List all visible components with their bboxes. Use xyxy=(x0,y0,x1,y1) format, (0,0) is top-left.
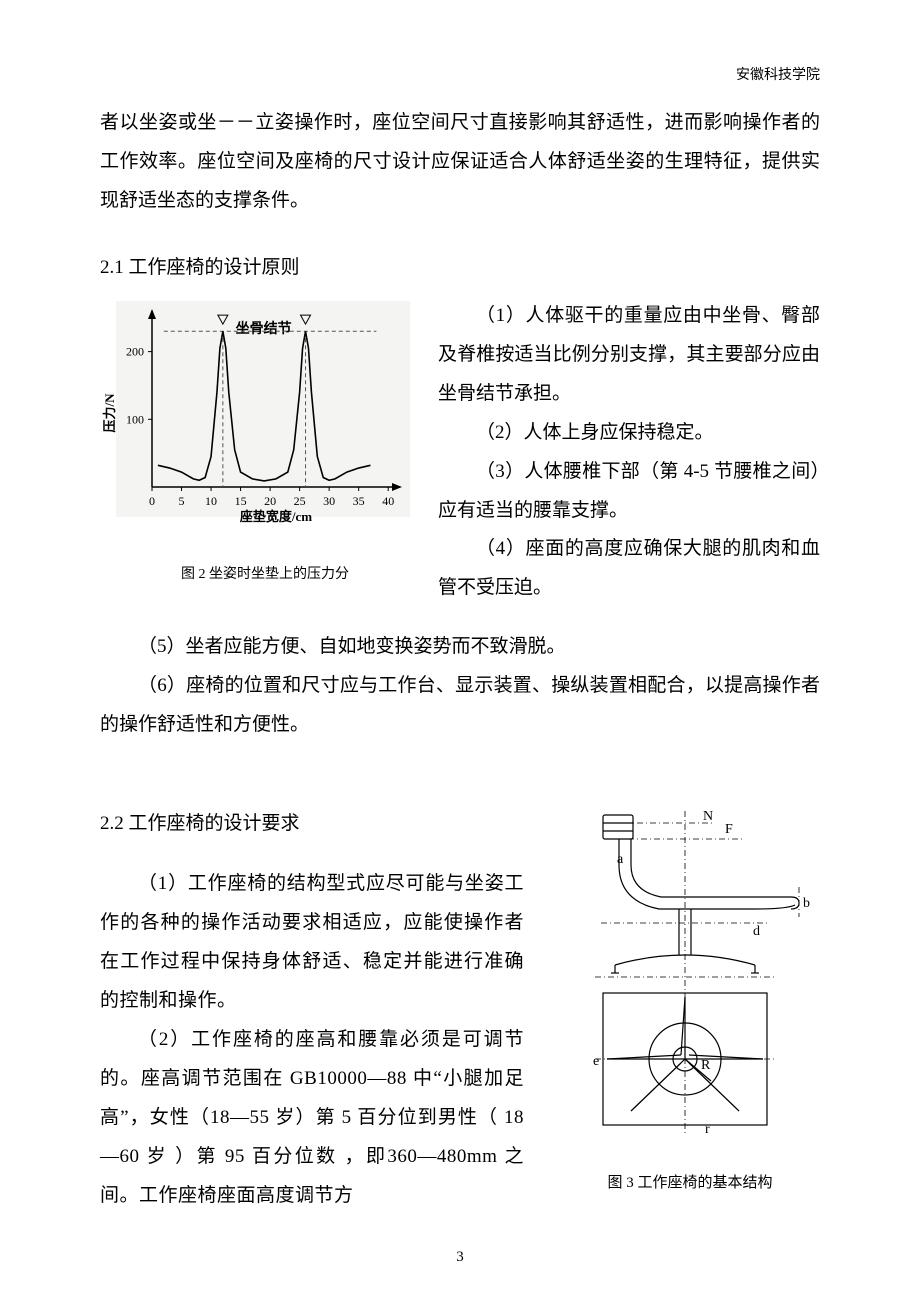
section-2-2-heading: 2.2 工作座椅的设计要求 xyxy=(100,805,524,843)
svg-text:r: r xyxy=(705,1122,710,1137)
svg-text:35: 35 xyxy=(353,494,365,508)
svg-text:e: e xyxy=(593,1054,599,1069)
svg-text:40: 40 xyxy=(382,494,394,508)
section-2-2-text: 2.2 工作座椅的设计要求 （1）工作座椅的结构型式应尽可能与坐姿工作的各种的操… xyxy=(100,805,550,1215)
page: 安徽科技学院 者以坐姿或坐－－立姿操作时，座位空间尺寸直接影响其舒适性，进而影响… xyxy=(0,0,920,1302)
requirement-item: （1）工作座椅的结构型式应尽可能与坐姿工作的各种的操作活动要求相适应，应能使操作… xyxy=(100,865,524,1021)
svg-text:d: d xyxy=(753,924,760,939)
figure2-caption: 图 2 坐姿时坐垫上的压力分 xyxy=(100,561,420,589)
svg-text:F: F xyxy=(725,822,733,837)
figure3-diagram: NFa b d Re r xyxy=(555,805,815,1140)
svg-text:坐骨结节: 坐骨结节 xyxy=(236,320,292,337)
figure2-chart: 100 200 0 5 10 15 20 25 30 35 40 压力/N 座垫宽度/cm 坐骨结节 xyxy=(100,297,410,527)
principle-item: （2）人体上身应保持稳定。 xyxy=(438,414,820,453)
figure2-container: 100 200 0 5 10 15 20 25 30 35 40 压力/N 座垫宽度/cm 坐骨结节 图 … xyxy=(100,297,420,595)
svg-text:b: b xyxy=(803,896,810,911)
svg-text:a: a xyxy=(617,852,624,867)
section-2-2-row: 2.2 工作座椅的设计要求 （1）工作座椅的结构型式应尽可能与坐姿工作的各种的操… xyxy=(100,805,820,1215)
svg-text:R: R xyxy=(701,1058,711,1073)
header-institution: 安徽科技学院 xyxy=(736,62,820,90)
svg-text:20: 20 xyxy=(264,494,276,508)
intro-continuation: 者以坐姿或坐－－立姿操作时，座位空间尺寸直接影响其舒适性，进而影响操作者的工作效… xyxy=(100,104,820,221)
principle-item: （3）人体腰椎下部（第 4-5 节腰椎之间）应有适当的腰靠支撑。 xyxy=(438,453,820,531)
requirement-item: （2）工作座椅的座高和腰靠必须是可调节的。座高调节范围在 GB10000—88 … xyxy=(100,1021,524,1216)
svg-text:N: N xyxy=(703,809,713,824)
section-2-1-items-right: （1）人体驱干的重量应由中坐骨、臀部及脊椎按适当比例分别支撑，其主要部分应由坐骨… xyxy=(438,297,820,609)
svg-text:座垫宽度/cm: 座垫宽度/cm xyxy=(239,509,312,524)
page-number: 3 xyxy=(0,1242,920,1272)
figure3-caption: 图 3 工作座椅的基本结构 xyxy=(550,1168,820,1198)
svg-text:0: 0 xyxy=(149,494,155,508)
svg-text:30: 30 xyxy=(323,494,335,508)
section-2-1-heading: 2.1 工作座椅的设计原则 xyxy=(100,249,820,287)
svg-text:100: 100 xyxy=(126,412,144,426)
figure2-row: 100 200 0 5 10 15 20 25 30 35 40 压力/N 座垫宽度/cm 坐骨结节 图 … xyxy=(100,297,820,609)
svg-text:10: 10 xyxy=(205,494,217,508)
svg-text:5: 5 xyxy=(179,494,185,508)
svg-text:200: 200 xyxy=(126,344,144,358)
figure3-container: NFa b d Re r 图 3 工作座椅的基本结构 xyxy=(550,805,820,1204)
principle-item: （5）坐者应能方便、自如地变换姿势而不致滑脱。 xyxy=(100,628,820,667)
svg-text:25: 25 xyxy=(294,494,306,508)
svg-text:压力/N: 压力/N xyxy=(102,393,117,433)
section-2-1-items-after: （5）坐者应能方便、自如地变换姿势而不致滑脱。 （6）座椅的位置和尺寸应与工作台… xyxy=(100,628,820,745)
principle-item: （4）座面的高度应确保大腿的肌肉和血管不受压迫。 xyxy=(438,530,820,608)
principle-item: （6）座椅的位置和尺寸应与工作台、显示装置、操纵装置相配合，以提高操作者的操作舒… xyxy=(100,667,820,745)
principle-item: （1）人体驱干的重量应由中坐骨、臀部及脊椎按适当比例分别支撑，其主要部分应由坐骨… xyxy=(438,297,820,414)
svg-text:15: 15 xyxy=(235,494,247,508)
